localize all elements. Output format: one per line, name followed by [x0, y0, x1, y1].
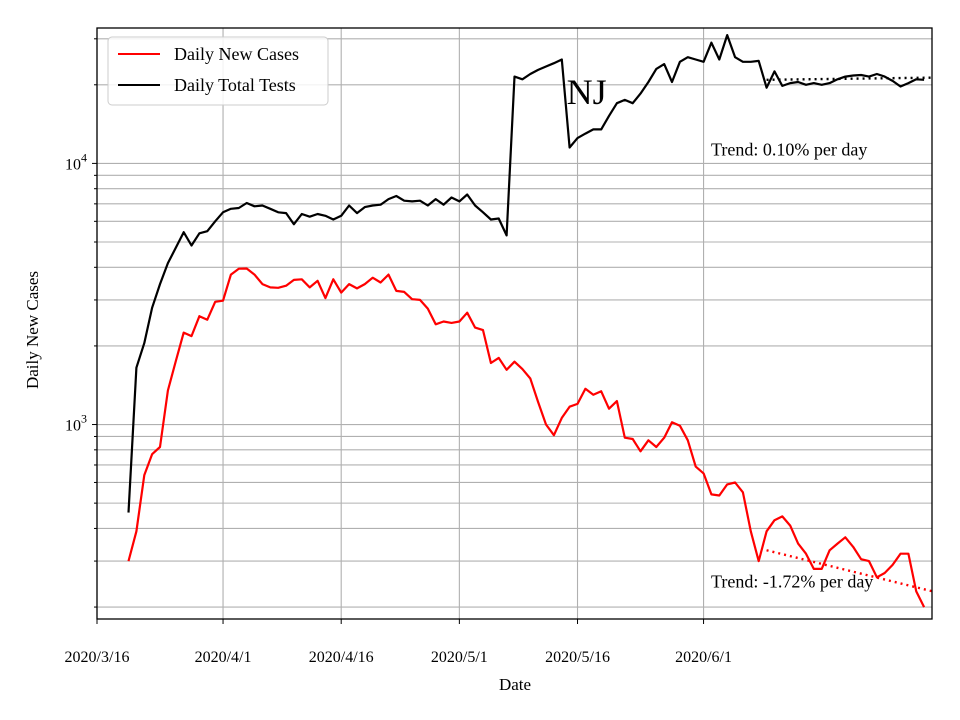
x-axis-ticks: 2020/3/16 2020/4/1 2020/4/16 2020/5/1 2020/5…	[65, 619, 732, 666]
x-tick-label: 2020/3/16	[65, 649, 130, 666]
series-line-daily-new-cases	[127, 267, 926, 608]
trend-lines	[766, 76, 933, 593]
grid	[96, 28, 932, 619]
x-tick-label: 2020/6/1	[675, 649, 732, 666]
y-axis-ticks: 103 104	[65, 38, 97, 608]
legend-box	[107, 36, 329, 106]
x-tick-label: 2020/5/16	[545, 649, 610, 666]
legend-label-cases: Daily New Cases	[174, 44, 299, 64]
legend-label-tests: Daily Total Tests	[174, 75, 296, 95]
legend: Daily New Cases Daily Total Tests	[107, 36, 329, 106]
trend-label-cases: Trend: -1.72% per day	[711, 572, 873, 592]
trend-line-tests	[766, 76, 933, 81]
annotations: Trend: -1.72% per day Trend: 0.10% per da…	[567, 72, 874, 592]
state-annotation: NJ	[567, 72, 607, 112]
y-tick-label: 104	[65, 150, 87, 173]
y-tick-label: 103	[65, 412, 87, 435]
y-axis-label: Daily New Cases	[23, 271, 42, 389]
x-tick-label: 2020/5/1	[431, 649, 488, 666]
series-lines	[127, 33, 926, 608]
x-tick-label: 2020/4/1	[195, 649, 252, 666]
trend-line-cases	[766, 549, 933, 593]
x-tick-label: 2020/4/16	[309, 649, 374, 666]
series-line-daily-total-tests	[127, 33, 925, 513]
plot-frame	[96, 27, 933, 620]
trend-label-tests: Trend: 0.10% per day	[711, 140, 867, 160]
x-axis-label: Date	[499, 675, 531, 694]
